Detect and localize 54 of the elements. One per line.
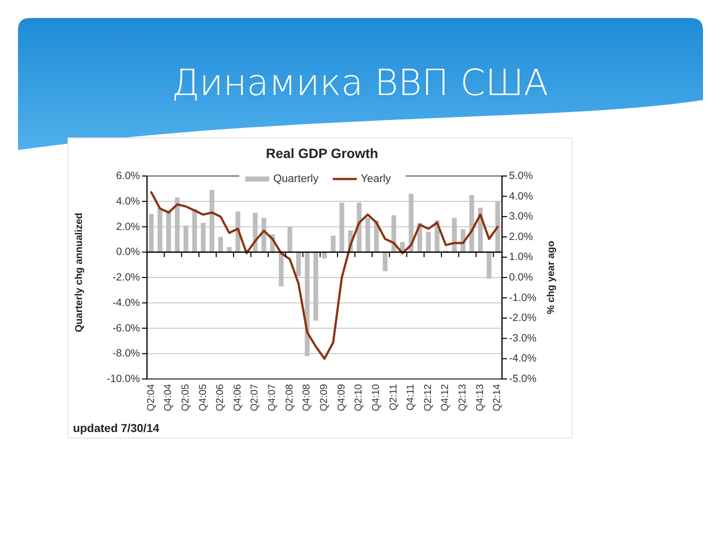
bar bbox=[218, 236, 223, 252]
y2-tick-label: 3.0% bbox=[509, 210, 533, 223]
x-tick-label: Q4:07 bbox=[267, 384, 278, 412]
x-tick-label: Q4:13 bbox=[474, 384, 486, 412]
x-tick-label: Q2:04 bbox=[146, 384, 157, 412]
y2-tick-label: -4.0% bbox=[509, 352, 536, 365]
y2-axis-title: % chg year ago bbox=[546, 240, 556, 314]
y2-tick-label: -1.0% bbox=[509, 292, 536, 304]
x-tick-label: Q2:06 bbox=[215, 384, 226, 412]
chart-title: Динамика ВВП США bbox=[172, 63, 548, 104]
x-tick-label: Q4:08 bbox=[302, 384, 313, 412]
bar bbox=[330, 236, 336, 252]
x-tick-label: Q2:08 bbox=[284, 384, 296, 412]
bar bbox=[426, 232, 431, 252]
x-tick-label: Q2:11 bbox=[388, 384, 400, 410]
y2-tick-label: 0.0% bbox=[509, 272, 533, 284]
x-tick-label: Q2:05 bbox=[180, 384, 192, 412]
x-tick-label: Q4:09 bbox=[336, 384, 348, 412]
x-tick-label: Q4:10 bbox=[370, 384, 382, 412]
y-tick-label: -10.0% bbox=[106, 373, 140, 385]
y-tick-label: 2.0% bbox=[116, 220, 140, 233]
y-axis-title: Quarterly chg annualized bbox=[74, 212, 84, 332]
x-tick-label: Q4:06 bbox=[232, 384, 244, 412]
y-tick-label: 6.0% bbox=[116, 170, 140, 182]
legend-label: Quarterly bbox=[273, 173, 319, 185]
legend-label: Yearly bbox=[360, 173, 392, 185]
x-tick-label: Q2:10 bbox=[354, 384, 365, 412]
x-tick-label: Q2:09 bbox=[319, 384, 330, 412]
y-tick-label: -2.0% bbox=[112, 272, 140, 284]
bar bbox=[382, 252, 388, 272]
x-tick-label: Q2:13 bbox=[458, 384, 469, 412]
y-tick-label: 4.0% bbox=[116, 195, 140, 208]
y-tick-label: -4.0% bbox=[112, 296, 140, 309]
y2-tick-label: -3.0% bbox=[509, 332, 536, 344]
x-tick-label: Q4:12 bbox=[440, 384, 452, 412]
y2-tick-label: 5.0% bbox=[509, 170, 533, 182]
y2-tick-label: 1.0% bbox=[509, 251, 533, 264]
y-tick-label: 0.0% bbox=[116, 246, 140, 258]
bar bbox=[322, 252, 327, 258]
x-tick-label: Q2:12 bbox=[422, 384, 434, 412]
line-series bbox=[150, 191, 499, 360]
x-tick-label: Q4:11 bbox=[406, 384, 417, 410]
y2-tick-label: -5.0% bbox=[509, 373, 536, 385]
x-tick-label: Q4:04 bbox=[163, 384, 174, 412]
y2-tick-label: -2.0% bbox=[509, 312, 536, 324]
text: updated 7/30/14 bbox=[73, 423, 160, 435]
y-tick-label: -6.0% bbox=[112, 322, 140, 334]
x-tick-label: Q2:14 bbox=[492, 384, 504, 412]
x-tick-label: Q4:05 bbox=[198, 384, 209, 412]
chart-subtitle: Real GDP Growth bbox=[266, 146, 378, 161]
y2-tick-label: 4.0% bbox=[509, 190, 533, 202]
y-tick-label: -8.0% bbox=[112, 348, 140, 360]
x-tick-label: Q2:07 bbox=[250, 384, 261, 412]
y2-tick-label: 2.0% bbox=[509, 230, 533, 243]
